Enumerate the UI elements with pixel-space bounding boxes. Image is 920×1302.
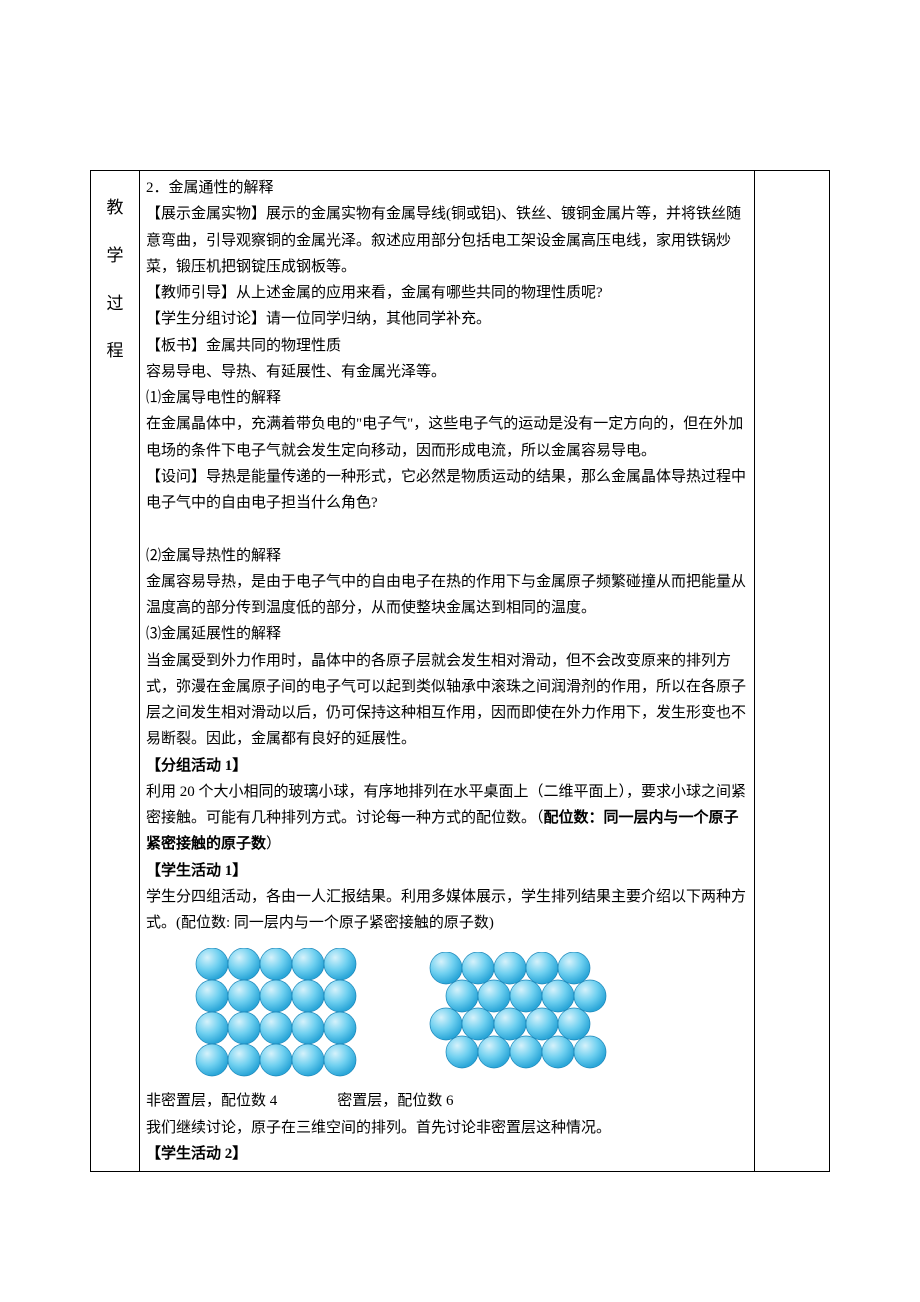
side-char-2: 学 xyxy=(97,241,133,271)
paragraph: 我们继续讨论，原子在三维空间的排列。首先讨论非密置层这种情况。 xyxy=(146,1115,748,1141)
activity-heading: 【学生活动 1】 xyxy=(146,858,748,884)
paragraph: 【展示金属实物】展示的金属实物有金属导线(铜或铝)、铁丝、镀铜金属片等，并将铁丝… xyxy=(146,201,748,280)
paragraph: 在金属晶体中，充满着带负电的"电子气"，这些电子气的运动是没有一定方向的，但在外… xyxy=(146,411,748,464)
caption-1: 非密置层，配位数 4 xyxy=(146,1093,277,1109)
activity-heading: 【分组活动 1】 xyxy=(146,753,748,779)
square-packing-diagram xyxy=(194,948,364,1078)
side-char-1: 教 xyxy=(97,193,133,223)
paragraph: ⑵金属导热性的解释 xyxy=(146,543,748,569)
paragraph: 学生分四组活动，各由一人汇报结果。利用多媒体展示，学生排列结果主要介绍以下两种方… xyxy=(146,884,748,937)
sphere-diagrams xyxy=(194,948,748,1078)
paragraph: 【板书】金属共同的物理性质 xyxy=(146,333,748,359)
side-char-3: 过 xyxy=(97,289,133,319)
side-label-cell: 教 学 过 程 xyxy=(91,171,140,1172)
paragraph: 金属容易导热，是由于电子气中的自由电子在热的作用下与金属原子频繁碰撞从而把能量从… xyxy=(146,569,748,622)
notes-cell xyxy=(755,171,830,1172)
content-cell: 2．金属通性的解释 【展示金属实物】展示的金属实物有金属导线(铜或铝)、铁丝、镀… xyxy=(140,171,755,1172)
paragraph: ⑴金属导电性的解释 xyxy=(146,385,748,411)
paragraph: 容易导电、导热、有延展性、有金属光泽等。 xyxy=(146,359,748,385)
side-char-4: 程 xyxy=(97,336,133,366)
paragraph: ⑶金属延展性的解释 xyxy=(146,621,748,647)
paragraph: 利用 20 个大小相同的玻璃小球，有序地排列在水平桌面上（二维平面上），要求小球… xyxy=(146,779,748,858)
section-heading: 2．金属通性的解释 xyxy=(146,175,748,201)
paragraph: 【学生分组讨论】请一位同学归纳，其他同学补充。 xyxy=(146,306,748,332)
caption-row: 非密置层，配位数 4 密置层，配位数 6 xyxy=(146,1088,748,1114)
text: ） xyxy=(266,836,281,852)
lesson-table: 教 学 过 程 2．金属通性的解释 【展示金属实物】展示的金属实物有金属导线(铜… xyxy=(90,170,830,1172)
paragraph: 当金属受到外力作用时，晶体中的各原子层就会发生相对滑动，但不会改变原来的排列方式… xyxy=(146,648,748,753)
paragraph: 【设问】导热是能量传递的一种形式，它必然是物质运动的结果，那么金属晶体导热过程中… xyxy=(146,464,748,517)
caption-2: 密置层，配位数 6 xyxy=(337,1093,453,1109)
paragraph: 【教师引导】从上述金属的应用来看，金属有哪些共同的物理性质呢? xyxy=(146,280,748,306)
blank-line xyxy=(146,516,748,542)
activity-heading: 【学生活动 2】 xyxy=(146,1141,748,1167)
hex-packing-diagram xyxy=(428,952,608,1074)
